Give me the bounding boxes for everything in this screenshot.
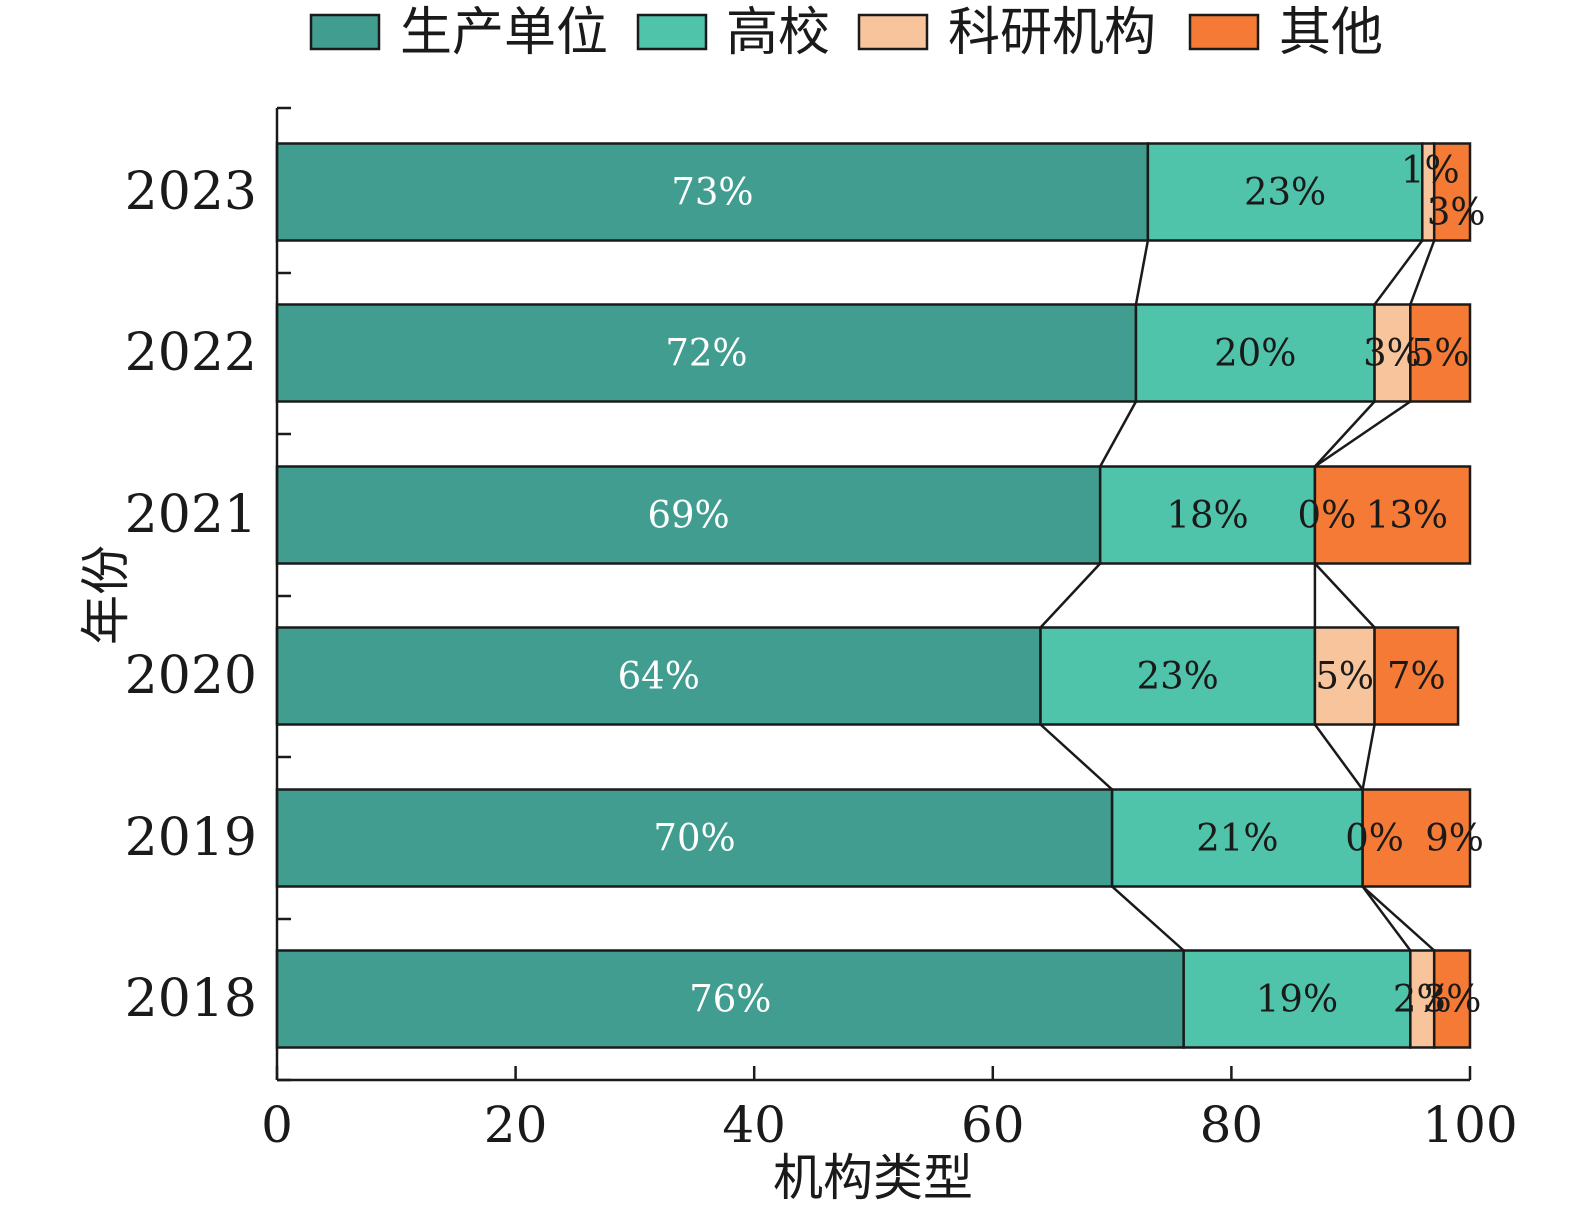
legend-label: 生产单位 [400,3,608,63]
data-label: 19% [1256,978,1338,1021]
data-label: 5% [1315,655,1374,698]
data-label: 2% [1393,978,1452,1021]
data-label: 3% [1363,332,1422,375]
connector-line [1039,723,1113,791]
y-tick-label: 2018 [125,969,257,1029]
data-label: 72% [665,332,747,375]
data-label: 21% [1196,817,1278,860]
data-label: 18% [1166,494,1248,537]
bar-segment [1373,303,1412,403]
bar-segment [1110,788,1364,888]
legend-label: 科研机构 [948,3,1156,63]
connector-line [1313,723,1364,791]
y-tick-label: 2022 [125,323,257,383]
connector-line [1361,724,1376,790]
connector-line [1099,400,1138,468]
x-tick-label: 20 [484,1096,548,1154]
legend-swatch [1188,13,1260,51]
connector-line [1039,562,1102,629]
connector-line [1314,400,1412,468]
legend-label: 高校 [726,3,830,63]
bar-segment [1361,788,1472,888]
connector-line [1313,400,1376,468]
bar-segment [275,788,1114,888]
legend-swatch [636,13,708,51]
data-label: 64% [618,655,700,698]
bar-segment [275,465,1102,565]
y-tick-label: 2023 [125,162,257,222]
x-tick-label: 60 [961,1096,1025,1154]
data-label: 3% [1427,191,1486,234]
bar-segment [275,626,1042,726]
x-axis-title: 机构类型 [773,1149,973,1207]
data-label: 5% [1411,332,1470,375]
legend-label: 其他 [1279,3,1383,63]
y-tick-label: 2020 [125,646,257,706]
connector-line [1361,885,1412,952]
x-tick-label: 80 [1200,1096,1264,1154]
data-label: 0% [1298,494,1357,537]
bar-segment [275,949,1185,1049]
connector-line [1373,239,1424,306]
bar-segment [1432,949,1472,1049]
data-label: 69% [647,494,729,537]
bar-segment [1313,626,1376,726]
data-label: 73% [671,171,753,214]
bar-segment [1432,142,1472,242]
bar-segment [1098,465,1317,565]
y-tick-label: 2019 [125,808,257,868]
data-label: 76% [689,978,771,1021]
data-label: 0% [1345,817,1404,860]
bar-segment [1039,626,1317,726]
connector-line [1313,562,1376,629]
data-label: 23% [1244,171,1326,214]
legend-swatch [857,13,929,51]
x-tick-label: 40 [722,1096,786,1154]
legend-swatch [309,13,381,51]
connector-line [1361,885,1436,952]
connector-line [1134,240,1150,305]
data-label: 70% [653,817,735,860]
y-tick-label: 2021 [125,485,257,545]
bar-segment [1146,142,1424,242]
bar-segment [275,303,1138,403]
x-tick-label: 0 [261,1096,293,1154]
bar-segment [275,142,1150,242]
bar-segment [1373,626,1460,726]
data-label: 3% [1423,978,1482,1021]
bar-segment [1313,465,1472,565]
data-label: 20% [1214,332,1296,375]
bar-segment [1134,303,1376,403]
data-label: 7% [1387,655,1446,698]
data-label: 1% [1401,149,1460,192]
x-tick-label: 100 [1422,1096,1517,1154]
connector-line [1409,240,1436,305]
data-label: 13% [1366,494,1448,537]
data-label: 23% [1137,655,1219,698]
y-axis-title: 年份 [77,545,135,645]
connector-line [1111,885,1185,952]
bar-segment [1409,303,1472,403]
data-label: 9% [1425,817,1484,860]
